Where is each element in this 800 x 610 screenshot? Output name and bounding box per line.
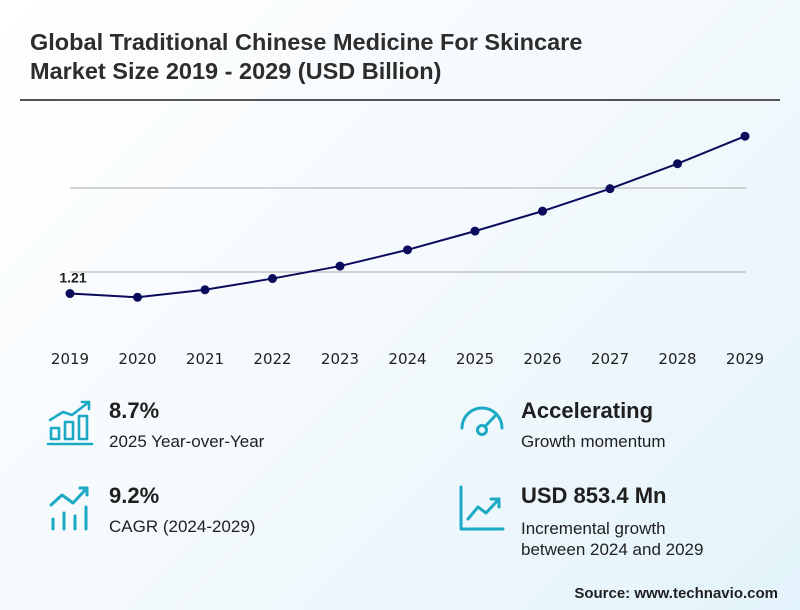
x-tick-label: 2025 [456, 350, 494, 368]
data-point-2028 [673, 159, 682, 169]
title-divider [20, 99, 780, 101]
incremental-label: Incremental growth between 2024 and 2029 [521, 518, 703, 560]
gauge-icon [460, 406, 504, 436]
data-point-2029 [740, 131, 750, 141]
incremental-value: USD 853.4 Mn [521, 483, 667, 508]
trend-bars-icon [49, 486, 89, 531]
data-point-2023 [335, 261, 345, 271]
cagr-label: CAGR (2024-2029) [109, 517, 256, 536]
x-tick-label: 2026 [523, 350, 561, 368]
data-point-2022 [268, 274, 277, 284]
data-point-2020 [133, 292, 142, 302]
momentum-value: Accelerating [521, 398, 654, 423]
x-tick-label: 2029 [726, 350, 764, 368]
data-point-2027 [605, 184, 615, 194]
data-label: 1.21 [59, 270, 86, 286]
x-tick-label: 2022 [253, 350, 291, 368]
data-point-2019 [65, 289, 75, 299]
yoy-value: 8.7% [109, 398, 160, 423]
stat-yoy: 8.7% 2025 Year-over-Year [45, 398, 375, 458]
stat-incremental: USD 853.4 Mn Incremental growth between … [457, 483, 777, 563]
x-tick-label: 2023 [321, 350, 359, 368]
line-chart-up-icon [459, 485, 505, 531]
market-size-line-chart: 2019 2020 2021 2022 2023 2024 2025 2026 2027 2028… [51, 131, 764, 368]
data-point-2021 [200, 285, 210, 295]
data-point-2024 [403, 245, 412, 255]
stat-momentum: Accelerating Growth momentum [457, 398, 777, 458]
bar-chart-growth-icon [46, 400, 94, 446]
x-tick-label: 2024 [388, 350, 426, 368]
source-credit: Source: www.technavio.com [574, 585, 778, 602]
x-tick-label: 2027 [591, 350, 629, 368]
data-point-2026 [538, 206, 547, 216]
data-point-2025 [470, 226, 480, 236]
yoy-label: 2025 Year-over-Year [109, 432, 265, 451]
cagr-value: 9.2% [109, 483, 160, 508]
incremental-label-line1: Incremental growth [521, 519, 666, 538]
incremental-label-line2: between 2024 and 2029 [521, 540, 704, 559]
series-line [69, 135, 746, 299]
x-tick-label: 2019 [51, 350, 89, 368]
x-tick-label: 2028 [658, 350, 696, 368]
stat-cagr: 9.2% CAGR (2024-2029) [45, 483, 375, 543]
chart-title: Global Traditional Chinese Medicine For … [30, 29, 583, 84]
x-tick-label: 2020 [118, 350, 156, 368]
x-tick-label: 2021 [186, 350, 224, 368]
momentum-label: Growth momentum [521, 432, 666, 451]
